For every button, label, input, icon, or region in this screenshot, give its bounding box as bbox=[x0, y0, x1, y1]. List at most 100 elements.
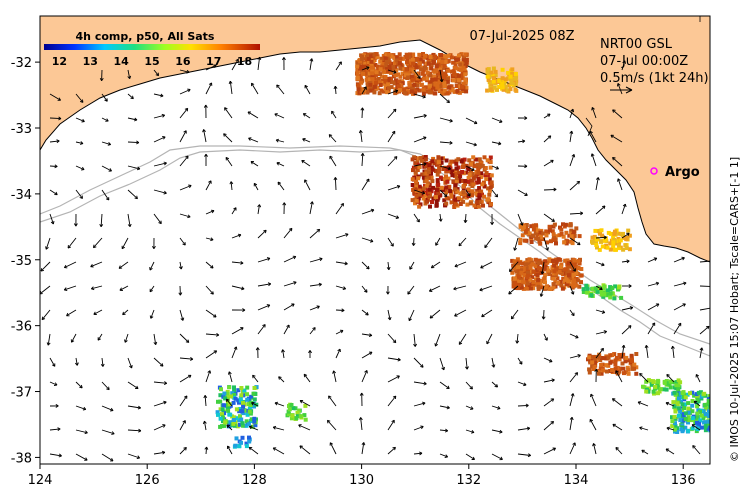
x-tick-label: 136 bbox=[671, 473, 696, 488]
sst-pixel bbox=[538, 279, 543, 284]
current-vector-icon bbox=[491, 141, 502, 146]
sst-pixel bbox=[522, 238, 527, 243]
sst-pixel bbox=[531, 227, 536, 232]
sst-pixel bbox=[548, 286, 552, 291]
sst-pixel bbox=[445, 91, 450, 96]
sst-pixel bbox=[518, 224, 523, 229]
sst-pixel bbox=[357, 62, 361, 67]
current-vector-icon bbox=[594, 368, 599, 383]
sst-pixel bbox=[621, 247, 626, 252]
sst-pixel bbox=[564, 238, 569, 243]
sst-pixel bbox=[450, 87, 455, 92]
y-tick-label: -35 bbox=[11, 254, 32, 269]
current-vector-icon bbox=[387, 69, 397, 74]
sst-pixel bbox=[563, 222, 568, 227]
sst-pixel bbox=[556, 280, 561, 285]
colorbar-tick-label: 13 bbox=[83, 55, 98, 68]
sst-pixel bbox=[252, 419, 257, 424]
current-vector-icon bbox=[127, 165, 141, 171]
sst-pixel bbox=[383, 75, 388, 79]
sst-pixel bbox=[420, 172, 425, 177]
sst-pixel bbox=[368, 77, 372, 82]
sst-pixel bbox=[634, 352, 639, 356]
sst-pixel bbox=[676, 406, 681, 411]
sst-pixel bbox=[223, 396, 228, 401]
current-vector-icon bbox=[149, 285, 155, 293]
sst-pixel bbox=[244, 444, 249, 449]
current-vector-icon bbox=[480, 261, 493, 269]
sst-pixel bbox=[457, 196, 461, 201]
sst-pixel bbox=[531, 223, 536, 228]
sst-pixel bbox=[644, 379, 649, 384]
current-vector-icon bbox=[639, 426, 649, 431]
sst-pixel bbox=[568, 223, 573, 228]
current-vector-icon bbox=[101, 405, 114, 412]
sst-pixel bbox=[358, 59, 362, 64]
sst-pixel bbox=[218, 416, 223, 421]
argo-marker-icon bbox=[650, 167, 658, 175]
sst-pixel bbox=[670, 424, 675, 429]
sst-pixel bbox=[486, 67, 491, 72]
sst-pixel bbox=[381, 89, 386, 94]
current-vector-icon bbox=[100, 357, 105, 367]
sst-pixel bbox=[664, 387, 669, 392]
sst-pixel bbox=[686, 418, 691, 423]
sst-pixel bbox=[605, 288, 610, 293]
sst-pixel bbox=[448, 189, 453, 194]
sst-pixel bbox=[466, 179, 471, 184]
sst-pixel bbox=[524, 262, 528, 267]
current-vector-icon bbox=[282, 57, 286, 71]
sst-pixel bbox=[454, 66, 459, 71]
sst-pixel bbox=[408, 63, 413, 68]
current-vector-icon bbox=[387, 375, 400, 383]
current-vector-icon bbox=[543, 213, 555, 222]
sst-pixel bbox=[572, 262, 577, 267]
sst-pixel bbox=[624, 237, 629, 242]
current-vector-icon bbox=[465, 141, 477, 147]
sst-pixel bbox=[455, 88, 460, 93]
current-vector-icon bbox=[569, 108, 575, 119]
sst-pixel bbox=[566, 279, 571, 284]
current-vector-icon bbox=[127, 69, 132, 80]
sst-pixel bbox=[385, 90, 390, 95]
sst-pixel bbox=[370, 77, 375, 82]
sst-pixel bbox=[365, 83, 370, 88]
sst-pixel bbox=[670, 415, 674, 420]
sst-pixel bbox=[429, 66, 434, 71]
sst-pixel bbox=[358, 74, 363, 79]
sst-pixel bbox=[531, 280, 536, 284]
sst-pixel bbox=[487, 188, 492, 193]
current-vector-icon bbox=[49, 189, 58, 196]
sst-pixel bbox=[597, 371, 601, 376]
current-vector-icon bbox=[699, 285, 710, 287]
current-vector-icon bbox=[434, 333, 441, 347]
sst-pixel bbox=[617, 285, 622, 290]
sst-pixel bbox=[513, 282, 518, 287]
sst-pixel bbox=[448, 162, 453, 167]
sst-pixel bbox=[437, 163, 442, 168]
sst-pixel bbox=[394, 78, 398, 83]
current-vector-icon bbox=[49, 381, 58, 386]
sst-pixel bbox=[606, 230, 611, 235]
sst-pixel bbox=[386, 52, 391, 57]
sst-pixel bbox=[395, 58, 400, 63]
current-vector-icon bbox=[309, 228, 321, 239]
current-vector-icon bbox=[40, 261, 51, 272]
sst-pixel bbox=[655, 383, 660, 388]
sst-pixel bbox=[378, 67, 383, 72]
sst-pixel bbox=[547, 228, 552, 233]
sst-pixel bbox=[574, 271, 579, 276]
sst-pixel bbox=[409, 74, 414, 79]
sst-pixel bbox=[424, 176, 429, 181]
sst-pixel bbox=[455, 187, 460, 192]
sst-pixel bbox=[413, 62, 418, 67]
sst-pixel bbox=[383, 55, 388, 60]
current-vector-icon bbox=[329, 155, 337, 167]
sst-pixel bbox=[417, 80, 421, 85]
current-vector-icon bbox=[387, 419, 395, 431]
sst-pixel bbox=[699, 394, 703, 399]
sst-pixel bbox=[413, 170, 418, 175]
sst-pixel bbox=[235, 416, 240, 421]
sst-pixel bbox=[393, 73, 398, 78]
sst-pixel bbox=[552, 269, 557, 274]
